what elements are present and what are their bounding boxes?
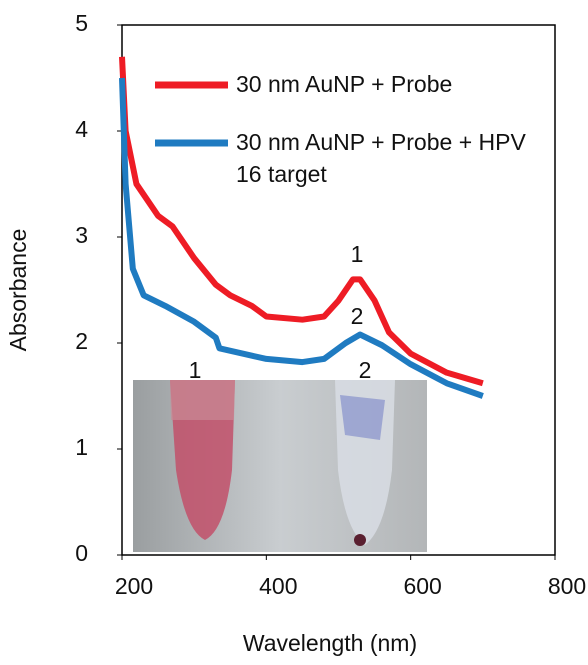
annotation: 2 xyxy=(351,303,364,329)
y-axis-label: Absorbance xyxy=(5,229,31,352)
y-tick-label: 2 xyxy=(75,328,88,354)
y-tick-label: 4 xyxy=(75,116,88,142)
x-tick-label: 200 xyxy=(115,573,153,599)
y-tick-label: 5 xyxy=(75,10,88,36)
x-tick-label: 400 xyxy=(259,573,297,599)
y-tick-label: 3 xyxy=(75,222,88,248)
x-axis-label: Wavelength (nm) xyxy=(243,630,417,656)
plot-frame xyxy=(121,24,556,556)
series-line xyxy=(119,56,484,387)
x-tick-label: 600 xyxy=(403,573,441,599)
annotation: 1 xyxy=(351,241,364,267)
legend-label: 30 nm AuNP + Probe xyxy=(236,71,453,97)
y-tick-label: 1 xyxy=(75,434,88,460)
y-tick-label: 0 xyxy=(75,540,88,566)
inset-photo xyxy=(133,380,427,552)
series-line xyxy=(119,77,484,399)
x-tick-label: 800 xyxy=(548,573,586,599)
annotation: 2 xyxy=(359,357,372,383)
annotation: 1 xyxy=(189,357,202,383)
legend-label: 30 nm AuNP + Probe + HPV 16 target xyxy=(236,129,526,187)
